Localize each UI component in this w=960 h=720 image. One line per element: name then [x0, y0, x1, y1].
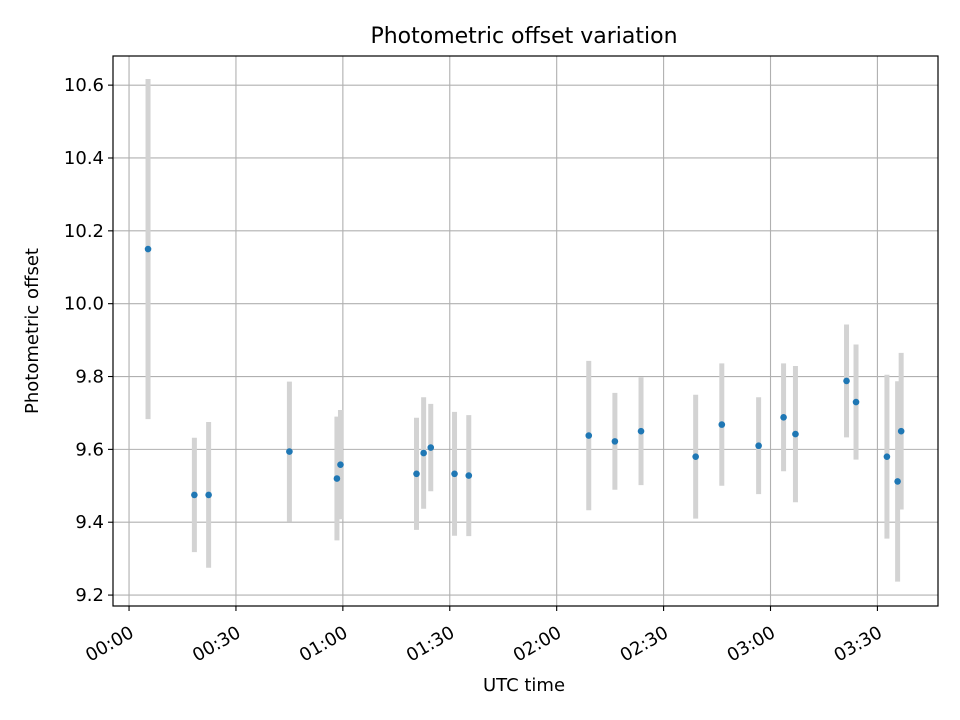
data-point	[427, 444, 435, 451]
y-tick-label: 9.6	[75, 439, 104, 460]
y-tick-label: 9.4	[75, 512, 104, 533]
data-point	[718, 421, 726, 428]
y-tick-label: 9.2	[75, 585, 104, 606]
y-tick-label: 10.2	[64, 221, 104, 242]
plot-area-frame	[112, 55, 939, 607]
data-point	[897, 427, 905, 435]
data-point	[780, 414, 787, 421]
data-point	[465, 472, 473, 479]
data-point	[611, 438, 619, 445]
data-point	[585, 432, 593, 439]
data-point	[333, 475, 341, 482]
y-axis-label: Photometric offset	[22, 248, 43, 414]
data-point	[792, 430, 799, 438]
data-point	[413, 470, 420, 478]
y-axis-ticks: 9.2 9.4 9.6 9.8 10.0 10.2 10.4 10.6	[64, 75, 113, 606]
y-tick-label: 10.6	[64, 75, 104, 96]
data-point	[692, 453, 699, 460]
data-point	[852, 398, 860, 406]
x-axis-label: UTC time	[483, 675, 565, 696]
data-point	[451, 470, 458, 478]
data-point	[755, 442, 762, 450]
data-point	[144, 245, 152, 253]
data-point	[286, 448, 293, 455]
data-point	[337, 461, 344, 468]
data-point	[883, 453, 891, 460]
y-tick-label: 10.4	[64, 148, 104, 169]
data-point	[420, 449, 427, 457]
y-tick-label: 10.0	[64, 294, 104, 315]
data-point	[191, 491, 198, 499]
chart-title: Photometric offset variation	[370, 24, 677, 49]
data-point	[205, 491, 212, 499]
y-tick-label: 9.8	[75, 367, 104, 388]
data-point	[843, 377, 850, 385]
data-points	[144, 245, 905, 499]
data-point	[637, 427, 645, 435]
data-point	[894, 478, 901, 485]
grid	[113, 56, 938, 606]
